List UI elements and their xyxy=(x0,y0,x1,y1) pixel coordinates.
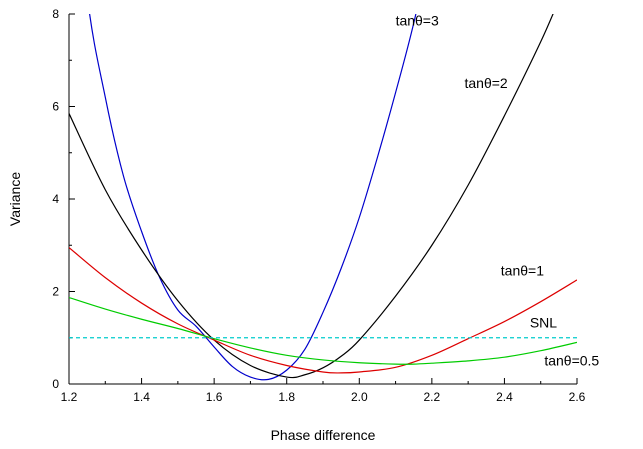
x-tick-label: 1.6 xyxy=(206,390,223,404)
x-axis-label: Phase difference xyxy=(271,427,376,443)
x-tick-label: 2.6 xyxy=(569,390,586,404)
x-tick-label: 2.0 xyxy=(351,390,368,404)
x-tick-label: 1.2 xyxy=(61,390,78,404)
series-label: tanθ=3 xyxy=(396,13,439,29)
series-line-tan-1 xyxy=(69,247,577,374)
x-tick-label: 1.4 xyxy=(133,390,150,404)
series-label: tanθ=2 xyxy=(465,75,508,91)
y-tick-label: 6 xyxy=(52,100,59,114)
x-tick-label: 2.4 xyxy=(496,390,513,404)
series-label: tanθ=1 xyxy=(501,262,544,278)
series-label: SNL xyxy=(530,315,557,331)
y-tick-label: 8 xyxy=(52,7,59,21)
chart-annotations: tanθ=3 tanθ=2 tanθ=1 SNL tanθ=0.5 xyxy=(396,13,600,369)
y-tick-label: 0 xyxy=(52,377,59,391)
y-axis-label: Variance xyxy=(7,172,23,226)
series-label: tanθ=0.5 xyxy=(544,353,599,369)
y-tick-label: 2 xyxy=(52,285,59,299)
x-tick-label: 1.8 xyxy=(278,390,295,404)
series-line-tan-2 xyxy=(69,14,554,379)
chart-axes: 1.2 1.4 1.6 1.8 2.0 2.2 2.4 2.6 0 2 4 6 8 xyxy=(52,7,585,404)
series-line-tan-3 xyxy=(89,14,417,381)
chart-series xyxy=(69,14,577,381)
series-line-tan-0-5 xyxy=(69,296,577,365)
y-tick-label: 4 xyxy=(52,192,59,206)
x-tick-label: 2.2 xyxy=(424,390,441,404)
